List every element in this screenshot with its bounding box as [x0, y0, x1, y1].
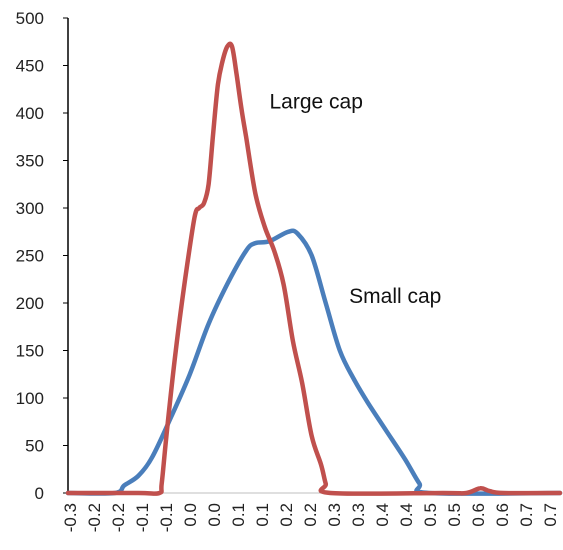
x-tick-label: -0.1: [157, 503, 176, 532]
x-tick-label: -0.3: [61, 503, 80, 532]
y-tick-label: 400: [16, 104, 44, 123]
y-tick-label: 500: [16, 9, 44, 28]
series-line-large-cap: [65, 41, 563, 496]
y-tick-labels: 0 50 100 150 200 250 300 350 400 450 500: [16, 9, 68, 503]
x-tick-label: 0.2: [277, 503, 296, 527]
x-tick-label: 0.4: [373, 503, 392, 527]
x-tick-label: 0.6: [469, 503, 488, 527]
x-tick-label: 0.0: [205, 503, 224, 527]
annotation-label: Small cap: [349, 285, 441, 308]
x-tick-label: 0.6: [493, 503, 512, 527]
series-line-small-cap: [65, 228, 563, 496]
x-tick-labels: -0.3 -0.2 -0.2 -0.1 -0.1 0.0 0.0 0.1 0.1 0.2 0.2 0.…: [61, 503, 560, 532]
x-tick-label: 0.3: [325, 503, 344, 527]
x-tick-label: -0.2: [85, 503, 104, 532]
x-tick-label: -0.2: [109, 503, 128, 532]
x-tick-label: 0.4: [397, 503, 416, 527]
y-tick-label: 350: [16, 152, 44, 171]
x-tick-label: 0.1: [229, 503, 248, 527]
y-tick-label: 150: [16, 342, 44, 361]
y-tick-label: 50: [25, 437, 44, 456]
annotation-label: Large cap: [269, 90, 362, 113]
y-tick-label: 250: [16, 247, 44, 266]
x-tick-label: -0.1: [133, 503, 152, 532]
x-tick-label: 0.2: [301, 503, 320, 527]
x-tick-label: 0.3: [349, 503, 368, 527]
x-tick-label: 0.0: [181, 503, 200, 527]
x-tick-label: 0.7: [517, 503, 536, 527]
y-tick-label: 450: [16, 57, 44, 76]
annotations: Large cap Small cap: [269, 90, 441, 308]
y-tick-label: 100: [16, 389, 44, 408]
y-tick-label: 0: [35, 484, 44, 503]
x-tick-label: 0.7: [541, 503, 560, 527]
series-lines: [65, 41, 563, 496]
x-tick-label: 0.5: [445, 503, 464, 527]
x-tick-label: 0.5: [421, 503, 440, 527]
y-tick-label: 200: [16, 294, 44, 313]
y-tick-label: 300: [16, 199, 44, 218]
x-tick-label: 0.1: [253, 503, 272, 527]
